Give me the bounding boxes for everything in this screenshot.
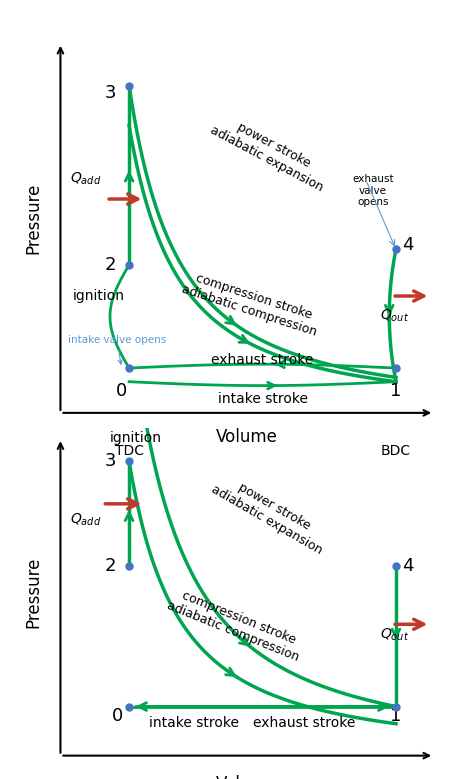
Text: power stroke
adiabatic expansion: power stroke adiabatic expansion <box>209 470 332 557</box>
Text: power stroke
adiabatic expansion: power stroke adiabatic expansion <box>208 110 332 194</box>
Text: 3: 3 <box>104 452 116 471</box>
Text: 2: 2 <box>104 557 116 575</box>
Text: intake stroke: intake stroke <box>149 716 239 730</box>
Text: Volume: Volume <box>216 428 278 446</box>
Text: 0: 0 <box>112 707 123 725</box>
Text: compression stroke
adiabatic compression: compression stroke adiabatic compression <box>165 585 306 664</box>
Text: 2: 2 <box>104 256 116 274</box>
Text: Pressure: Pressure <box>25 556 43 628</box>
Text: 4: 4 <box>402 236 413 255</box>
Text: $Q_{add}$: $Q_{add}$ <box>70 512 101 528</box>
Text: $Q_{add}$: $Q_{add}$ <box>70 171 101 188</box>
Text: exhaust stroke: exhaust stroke <box>253 716 356 730</box>
Text: 0: 0 <box>116 382 127 400</box>
Text: exhaust stroke: exhaust stroke <box>212 354 314 367</box>
Text: exhaust
valve
opens: exhaust valve opens <box>352 174 394 207</box>
Text: $Q_{out}$: $Q_{out}$ <box>379 626 409 643</box>
Text: 3: 3 <box>104 84 116 103</box>
Text: $Q_{out}$: $Q_{out}$ <box>379 307 409 324</box>
Text: Volume: Volume <box>216 775 278 779</box>
Text: ignition: ignition <box>110 432 162 446</box>
Text: 1: 1 <box>390 382 402 400</box>
Text: Pressure: Pressure <box>25 182 43 254</box>
Text: 1: 1 <box>390 707 402 725</box>
Text: compression stroke
adiabatic compression: compression stroke adiabatic compression <box>179 269 323 339</box>
Text: BDC: BDC <box>381 444 411 458</box>
Text: ignition: ignition <box>73 289 125 303</box>
Text: 4: 4 <box>402 557 413 575</box>
Text: TDC: TDC <box>114 444 144 458</box>
Text: intake valve opens: intake valve opens <box>68 335 166 364</box>
Text: intake stroke: intake stroke <box>218 393 307 406</box>
